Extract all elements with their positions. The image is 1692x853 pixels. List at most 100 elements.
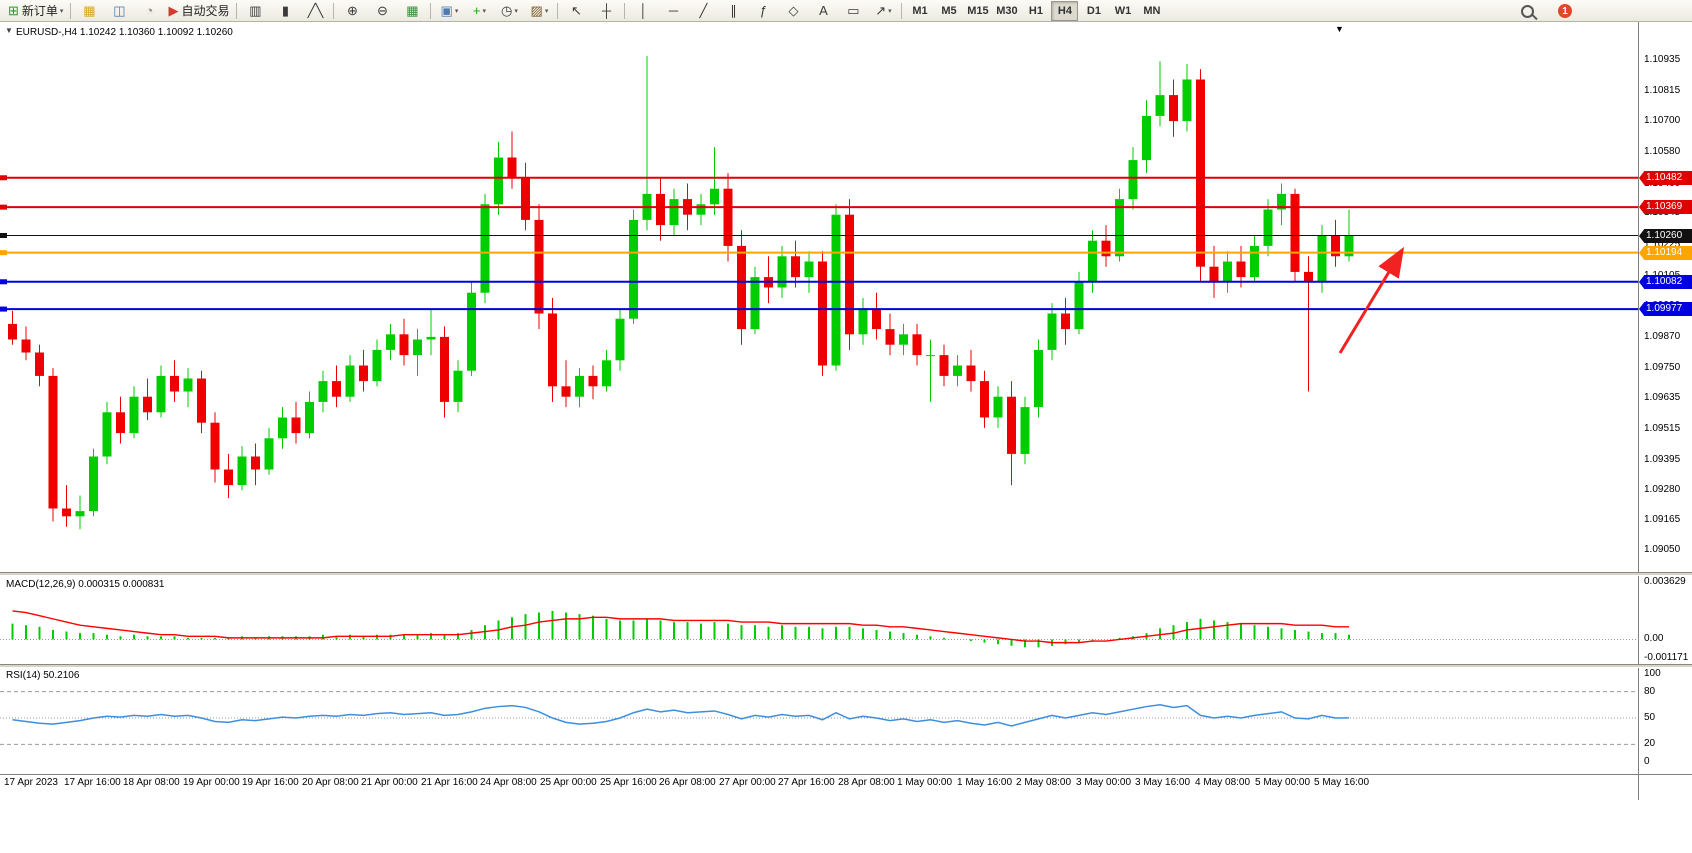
candlestick-series bbox=[8, 56, 1354, 530]
chevron-down-icon: ▾ bbox=[514, 7, 518, 15]
vertical-line-icon: │ bbox=[639, 3, 648, 18]
time-axis-label: 1 May 00:00 bbox=[897, 777, 953, 788]
zoom-in-button[interactable]: ⊕ bbox=[337, 0, 367, 22]
horizontal-line-icon: ─ bbox=[668, 3, 679, 18]
macd-indicator-label: MACD(12,26,9) 0.000315 0.000831 bbox=[6, 579, 165, 590]
text-label-icon: ▭ bbox=[847, 3, 860, 18]
time-axis-label: 18 Apr 08:00 bbox=[123, 777, 180, 788]
price-axis-label: 1.10580 bbox=[1644, 146, 1681, 157]
cursor-button[interactable]: ↖ bbox=[561, 0, 591, 22]
timeframe-m30-button[interactable]: M30 bbox=[996, 4, 1018, 17]
time-axis-label: 17 Apr 16:00 bbox=[64, 777, 121, 788]
tile-windows-button[interactable]: ▦ bbox=[397, 0, 427, 22]
chevron-down-icon: ▾ bbox=[59, 7, 64, 15]
tile-windows-icon: ▦ bbox=[406, 3, 419, 18]
one-click-trading-arrow[interactable]: ▼ bbox=[5, 26, 13, 35]
line-handle bbox=[0, 175, 7, 181]
chevron-down-icon: ▾ bbox=[482, 7, 486, 15]
vertical-line-button[interactable]: │ bbox=[628, 0, 658, 22]
equidistant-channel-button[interactable]: ∥ bbox=[718, 0, 748, 22]
price-tag: 1.10482 bbox=[1639, 171, 1692, 185]
time-axis-label: 5 May 16:00 bbox=[1314, 777, 1370, 788]
indicators-icon: + bbox=[472, 3, 481, 18]
ohlc-values: 1.10242 1.10360 1.10092 1.10260 bbox=[79, 27, 233, 38]
arrow-annotation bbox=[1338, 246, 1405, 354]
text-button[interactable]: A bbox=[808, 0, 838, 22]
rsi-indicator-label: RSI(14) 50.2106 bbox=[6, 670, 80, 681]
new-order-button[interactable]: ⊞ 新订单 ▾ bbox=[4, 0, 67, 22]
line-chart-button[interactable]: ╱╲ bbox=[300, 0, 330, 22]
new-order-icon: ⊞ bbox=[8, 3, 19, 18]
line-handle bbox=[0, 233, 7, 238]
time-axis-label: 20 Apr 08:00 bbox=[302, 777, 359, 788]
trendline-button[interactable]: ╱ bbox=[688, 0, 718, 22]
timeframe-m1-button[interactable]: M1 bbox=[912, 4, 928, 17]
periods-button[interactable]: ◷ ▾ bbox=[494, 0, 524, 22]
rsi-scale-label: 100 bbox=[1644, 668, 1661, 679]
time-axis-label: 3 May 00:00 bbox=[1076, 777, 1132, 788]
pane-splitter-rsi[interactable] bbox=[0, 664, 1692, 668]
timeframe-h4-button[interactable]: H4 bbox=[1051, 0, 1079, 21]
time-axis-label: 25 Apr 00:00 bbox=[540, 777, 597, 788]
timeframe-d1-button[interactable]: D1 bbox=[1086, 4, 1101, 17]
time-axis-label: 28 Apr 08:00 bbox=[838, 777, 895, 788]
new-order-label: 新订单 bbox=[21, 4, 58, 18]
line-handle bbox=[0, 306, 7, 312]
auto-arrange-icon: ▣ bbox=[440, 3, 453, 18]
zoom-out-button[interactable]: ⊖ bbox=[367, 0, 397, 22]
notifications-button[interactable]: 1 bbox=[1550, 0, 1580, 22]
text-icon: A bbox=[819, 3, 828, 18]
auto-arrange-button[interactable]: ▣ ▾ bbox=[434, 0, 464, 22]
crosshair-button[interactable]: ┼ bbox=[591, 0, 621, 22]
price-axis-label: 1.10700 bbox=[1644, 115, 1681, 126]
navigator-button[interactable]: ◫ bbox=[104, 0, 134, 22]
chart-title: EURUSD-,H4 1.10242 1.10360 1.10092 1.102… bbox=[16, 27, 233, 38]
zoom-in-icon: ⊕ bbox=[347, 3, 358, 18]
fibonacci-icon: ƒ bbox=[759, 3, 768, 18]
time-axis-label: 21 Apr 00:00 bbox=[361, 777, 418, 788]
indicators-button[interactable]: + ▾ bbox=[464, 0, 494, 22]
macd-scale-label: -0.001171 bbox=[1644, 652, 1689, 663]
time-axis-label: 21 Apr 16:00 bbox=[421, 777, 478, 788]
time-axis-label: 27 Apr 00:00 bbox=[719, 777, 776, 788]
price-tag: 1.10260 bbox=[1639, 229, 1692, 243]
search-button[interactable] bbox=[1512, 0, 1542, 22]
shapes-button[interactable]: ◇ bbox=[778, 0, 808, 22]
arrows-icon: ↗ bbox=[875, 3, 887, 18]
bar-chart-button[interactable]: ▥ bbox=[240, 0, 270, 22]
terminal-button[interactable]: ◔ bbox=[134, 0, 164, 22]
chevron-down-icon: ▾ bbox=[454, 7, 459, 15]
periods-icon: ◷ bbox=[501, 3, 513, 18]
autotrading-button[interactable]: ▶ 自动交易 bbox=[164, 0, 233, 22]
rsi-line bbox=[12, 704, 1350, 727]
pane-splitter-macd[interactable] bbox=[0, 572, 1692, 576]
notification-badge: 1 bbox=[1558, 4, 1572, 18]
fibonacci-button[interactable]: ƒ bbox=[748, 0, 778, 22]
line-handle bbox=[0, 279, 7, 285]
timeframe-w1-button[interactable]: W1 bbox=[1114, 4, 1132, 17]
timeframe-m5-button[interactable]: M5 bbox=[941, 4, 957, 17]
timeframe-mn-button[interactable]: MN bbox=[1143, 4, 1161, 17]
chart-shift-marker[interactable]: ▼ bbox=[1335, 24, 1344, 34]
macd-histogram bbox=[11, 610, 1350, 648]
price-axis-label: 1.09165 bbox=[1644, 514, 1681, 525]
macd-signal-line bbox=[12, 610, 1349, 644]
arrows-button[interactable]: ↗ ▾ bbox=[868, 0, 898, 22]
templates-button[interactable]: ▨ ▾ bbox=[524, 0, 554, 22]
price-axis-label: 1.09280 bbox=[1644, 484, 1681, 495]
candlestick-chart-button[interactable]: ▮ bbox=[270, 0, 300, 22]
horizontal-line-button[interactable]: ─ bbox=[658, 0, 688, 22]
timeframe-m15-button[interactable]: M15 bbox=[967, 4, 989, 17]
time-axis-label: 2 May 08:00 bbox=[1016, 777, 1072, 788]
timeframe-h1-button[interactable]: H1 bbox=[1028, 4, 1043, 17]
price-tag: 1.09977 bbox=[1639, 302, 1692, 316]
equidistant-channel-icon: ∥ bbox=[730, 3, 737, 18]
time-axis-label: 1 May 16:00 bbox=[957, 777, 1013, 788]
market-watch-icon: ▦ bbox=[83, 3, 96, 18]
trendline-icon: ╱ bbox=[699, 3, 708, 18]
time-axis-label: 4 May 08:00 bbox=[1195, 777, 1251, 788]
market-watch-button[interactable]: ▦ bbox=[74, 0, 104, 22]
text-label-button[interactable]: ▭ bbox=[838, 0, 868, 22]
